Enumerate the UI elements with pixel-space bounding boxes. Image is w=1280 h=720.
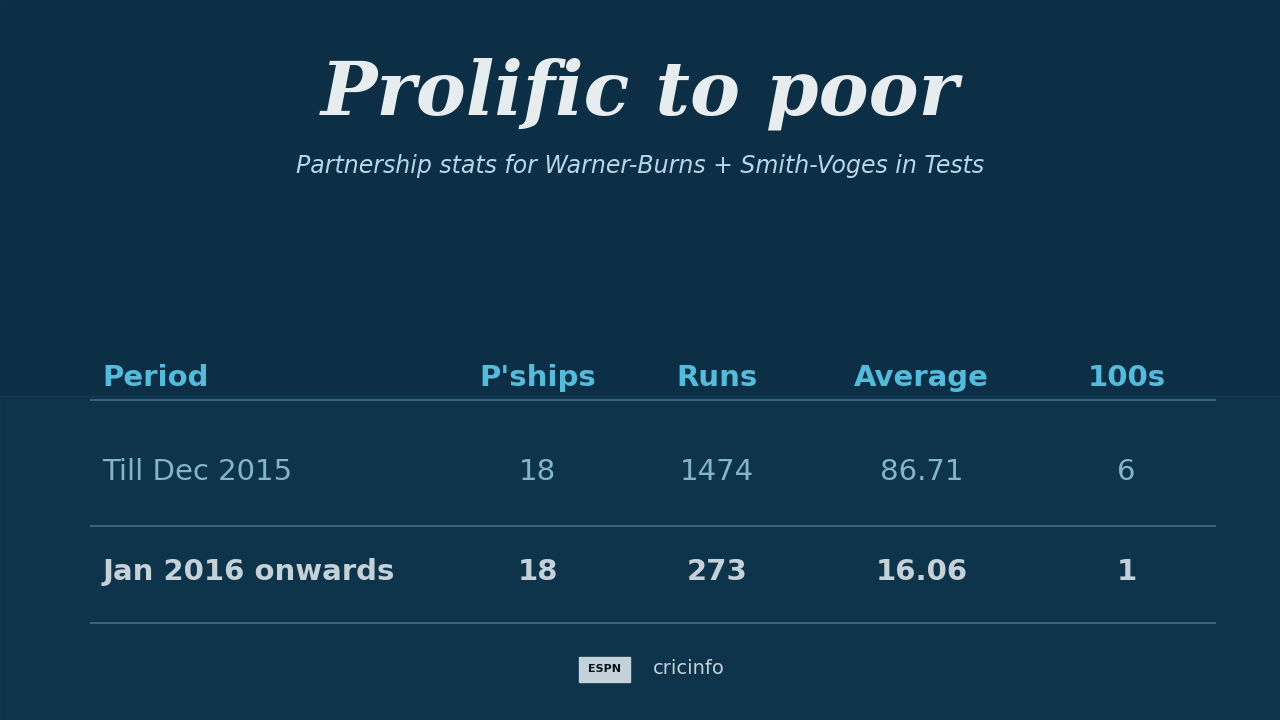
- Text: 18: 18: [518, 458, 557, 485]
- Text: Average: Average: [854, 364, 989, 392]
- Text: Jan 2016 onwards: Jan 2016 onwards: [102, 559, 394, 586]
- Text: Partnership stats for Warner-Burns + Smith-Voges in Tests: Partnership stats for Warner-Burns + Smi…: [296, 153, 984, 178]
- FancyBboxPatch shape: [579, 657, 630, 682]
- Text: ESPN: ESPN: [588, 664, 621, 674]
- Text: 16.06: 16.06: [876, 559, 968, 586]
- Text: Period: Period: [102, 364, 209, 392]
- Text: 273: 273: [686, 559, 748, 586]
- Text: Runs: Runs: [676, 364, 758, 392]
- Text: 1474: 1474: [680, 458, 754, 485]
- Text: 6: 6: [1117, 458, 1135, 485]
- Text: Till Dec 2015: Till Dec 2015: [102, 458, 293, 485]
- Text: Prolific to poor: Prolific to poor: [321, 58, 959, 130]
- Text: 100s: 100s: [1087, 364, 1166, 392]
- Text: 18: 18: [517, 559, 558, 586]
- Text: 86.71: 86.71: [879, 458, 964, 485]
- Text: 1: 1: [1116, 559, 1137, 586]
- Text: cricinfo: cricinfo: [653, 660, 724, 678]
- Text: P'ships: P'ships: [479, 364, 596, 392]
